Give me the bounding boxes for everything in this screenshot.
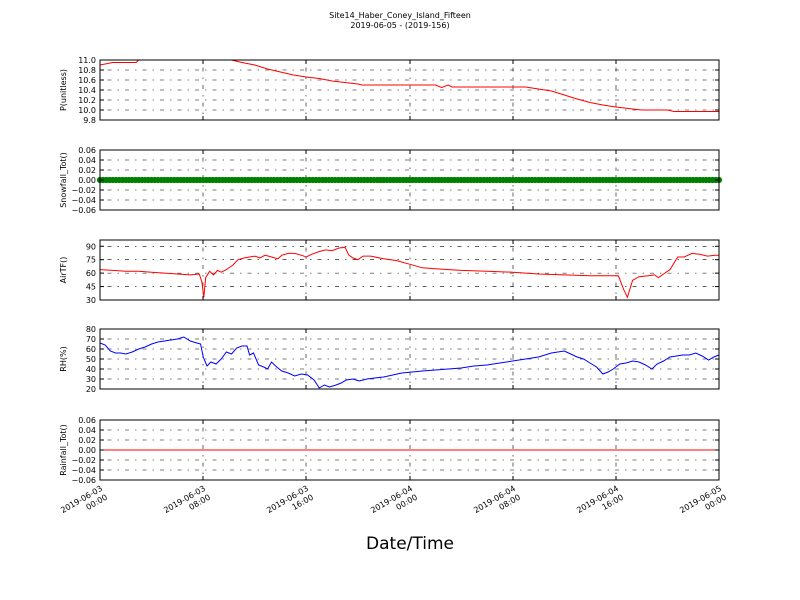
y-tick-label: 60 xyxy=(86,269,96,278)
x-axis-label: Date/Time xyxy=(366,534,454,554)
y-tick-label: −0.06 xyxy=(71,206,96,215)
y-tick-label: 50 xyxy=(86,355,96,364)
y-tick-label: 90 xyxy=(86,242,96,251)
y-axis-label: P(unitless) xyxy=(59,69,68,111)
y-tick-label: 40 xyxy=(86,365,96,374)
y-tick-label: 10.2 xyxy=(78,96,96,105)
y-tick-label: −0.02 xyxy=(71,456,96,465)
panels-group: 9.810.010.210.410.610.811.0 P(unitless) −0… xyxy=(59,56,723,485)
y-tick-label: 0.02 xyxy=(78,166,96,175)
y-tick-labels: −0.06−0.04−0.020.000.020.040.06 xyxy=(71,146,719,215)
y-axis-label: AirTF() xyxy=(59,257,68,284)
chart-title-date: 2019-06-05 - (2019-156) xyxy=(350,21,450,30)
y-tick-label: 10.0 xyxy=(78,106,96,115)
series-markers-2 xyxy=(96,176,723,184)
y-tick-label: −0.04 xyxy=(71,466,96,475)
grid-lines xyxy=(100,60,719,120)
y-tick-labels: 9.810.010.210.410.610.811.0 xyxy=(78,56,719,125)
x-tick-label: 2019-06-0408:00 xyxy=(472,484,522,524)
y-tick-label: 10.6 xyxy=(78,76,96,85)
grid-lines xyxy=(100,240,719,300)
y-tick-label: 0.06 xyxy=(78,416,96,425)
x-tick-label: 2019-06-0300:00 xyxy=(59,484,109,524)
y-tick-label: 0.06 xyxy=(78,146,96,155)
panel-5: −0.06−0.04−0.020.000.020.040.06Rainfall_… xyxy=(59,416,720,485)
panel-2: −0.06−0.04−0.020.000.020.040.06Snowfall_… xyxy=(59,146,723,215)
axes-frame xyxy=(99,239,720,301)
y-axis-label: RH(%) xyxy=(59,346,68,371)
chart-title-site: Site14_Haber_Coney_Island_Fifteen xyxy=(329,11,471,20)
y-tick-label: 20 xyxy=(86,385,96,394)
panel-3: 30 45 60 75 90 AirTF() xyxy=(59,239,720,305)
x-tick-label: 2019-06-0400:00 xyxy=(369,484,419,524)
y-tick-label: 10.4 xyxy=(78,86,96,95)
y-tick-label: 30 xyxy=(86,375,96,384)
y-tick-label: 45 xyxy=(86,283,96,292)
y-tick-label: 75 xyxy=(86,256,96,265)
x-tick-label: 2019-06-0308:00 xyxy=(162,484,212,524)
y-tick-label: 80 xyxy=(86,325,96,334)
y-tick-label: 9.8 xyxy=(83,116,96,125)
y-tick-label: 11.0 xyxy=(78,56,96,65)
x-tick-label: 2019-06-0416:00 xyxy=(575,484,625,524)
y-tick-label: 70 xyxy=(86,335,96,344)
y-tick-label: −0.06 xyxy=(71,476,96,485)
series-line-1 xyxy=(99,59,719,112)
y-tick-label: −0.04 xyxy=(71,196,96,205)
y-tick-label: 0.00 xyxy=(78,176,96,185)
y-tick-label: 0.00 xyxy=(78,446,96,455)
y-tick-label: 0.04 xyxy=(78,156,96,165)
y-tick-labels: −0.06−0.04−0.020.000.020.040.06 xyxy=(71,416,719,485)
y-tick-label: 10.8 xyxy=(78,66,96,75)
y-axis-label: Rainfall_Tot() xyxy=(59,424,68,476)
grid-lines xyxy=(100,329,719,389)
y-tick-label: 30 xyxy=(86,296,96,305)
x-tick-labels: 2019-06-0300:00 2019-06-0308:00 2019-06-03… xyxy=(59,484,728,524)
panel-1: 9.810.010.210.410.610.811.0 P(unitless) xyxy=(59,56,720,125)
y-axis-label: Snowfall_Tot() xyxy=(59,152,68,208)
y-tick-label: −0.02 xyxy=(71,186,96,195)
series-line-3 xyxy=(99,246,719,299)
y-tick-label: 60 xyxy=(86,345,96,354)
x-tick-label: 2019-06-0500:00 xyxy=(678,484,728,524)
x-tick-label: 2019-06-0316:00 xyxy=(265,484,315,524)
y-tick-label: 0.02 xyxy=(78,436,96,445)
series-line-4 xyxy=(99,336,720,389)
y-tick-labels: 30 45 60 75 90 xyxy=(86,242,719,305)
y-tick-label: 0.04 xyxy=(78,426,96,435)
